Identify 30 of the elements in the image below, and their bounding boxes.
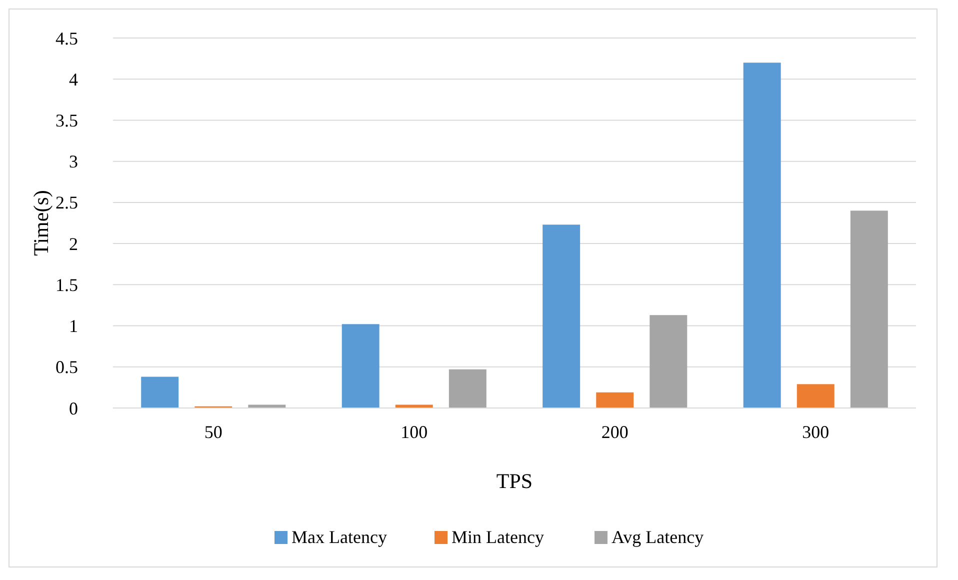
y-tick-label: 3 [69,152,78,172]
bar [596,392,634,408]
x-tick-label: 50 [204,422,222,442]
y-tick-label: 1.5 [56,274,78,295]
bar [650,315,688,408]
bar [342,324,380,408]
x-tick-label: 200 [601,422,628,442]
legend-label: Min Latency [452,527,544,547]
bar [395,404,433,408]
bar [248,404,286,408]
y-tick-label: 1 [69,316,78,336]
y-axis-title: Time(s) [29,190,53,256]
bar [141,376,179,408]
bar [448,369,486,408]
y-tick-label: 3.5 [56,110,78,131]
x-tick-label: 300 [802,422,830,442]
y-tick-label: 2 [69,234,78,254]
y-tick-label: 4.5 [56,28,78,48]
y-tick-label: 2.5 [56,192,78,213]
x-tick-label: 100 [400,422,428,442]
y-tick-label: 0 [69,398,78,418]
x-axis-title: TPS [496,469,533,493]
bar [850,210,888,408]
legend-label: Max Latency [292,527,387,547]
legend-label: Avg Latency [612,527,704,547]
bar [542,224,580,408]
y-tick-label: 0.5 [56,357,78,378]
bar [743,62,781,408]
bar [796,384,834,408]
y-tick-label: 4 [69,69,78,90]
